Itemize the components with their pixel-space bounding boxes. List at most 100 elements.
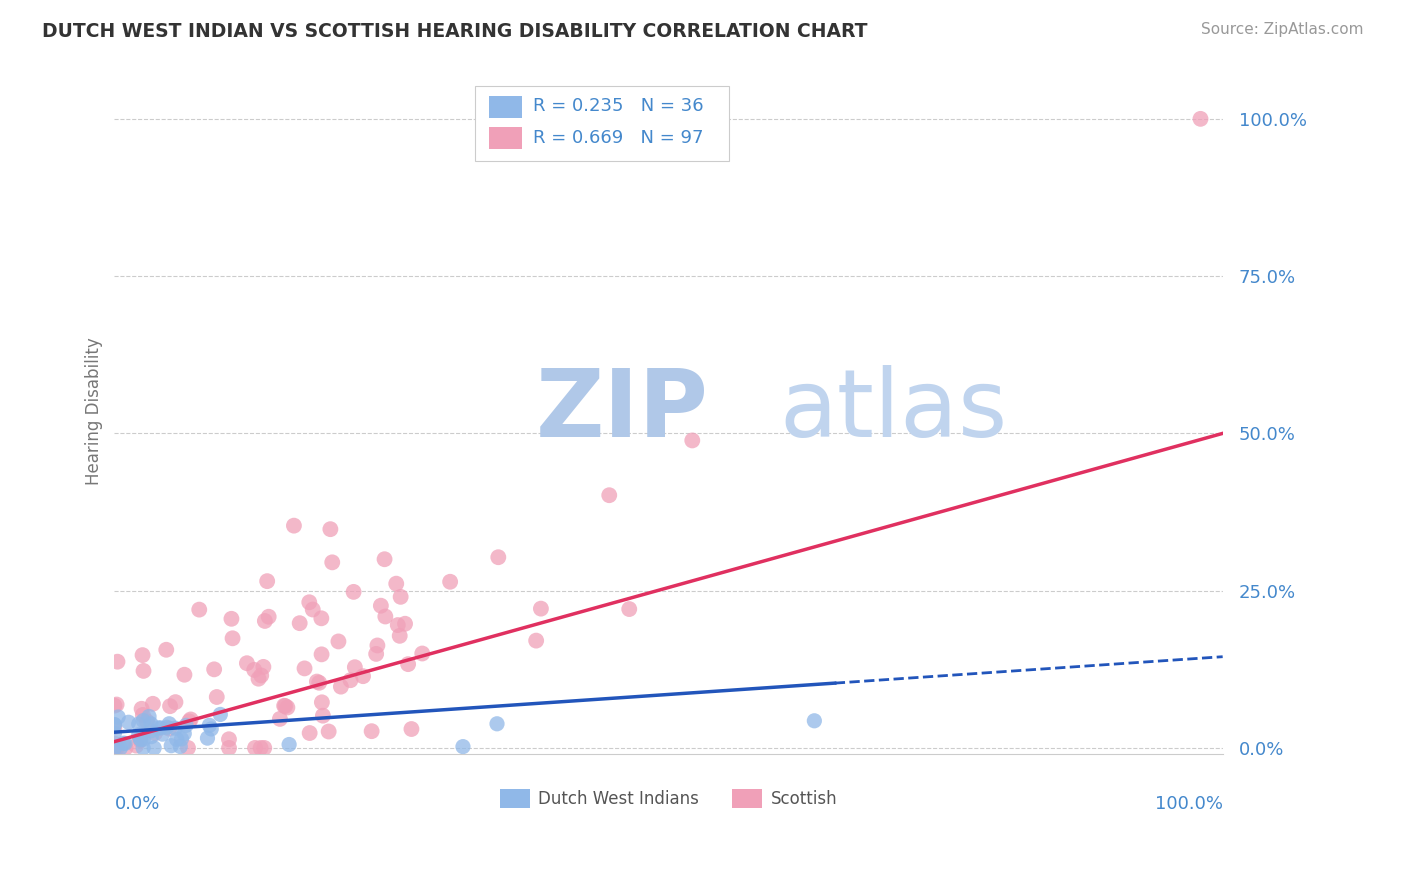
Point	[681, 434, 703, 448]
Point	[165, 721, 187, 735]
Point	[619, 602, 641, 616]
Point	[396, 657, 419, 672]
Point	[103, 740, 125, 755]
Point	[132, 740, 155, 755]
Point	[274, 699, 297, 714]
Point	[485, 716, 508, 731]
Point	[321, 555, 343, 569]
Point	[139, 723, 162, 738]
Legend: Dutch West Indians, Scottish: Dutch West Indians, Scottish	[494, 782, 844, 814]
Point	[276, 700, 298, 714]
Point	[129, 732, 152, 747]
Point	[173, 667, 195, 681]
Text: atlas: atlas	[779, 366, 1008, 458]
Text: 0.0%: 0.0%	[114, 796, 160, 814]
Point	[180, 713, 202, 727]
Point	[221, 632, 243, 646]
Point	[165, 695, 187, 709]
Point	[177, 740, 200, 755]
Point	[401, 722, 423, 736]
Point	[598, 488, 620, 502]
Point	[221, 612, 243, 626]
Point	[288, 616, 311, 631]
Point	[486, 550, 509, 565]
Point	[142, 697, 165, 711]
Point	[343, 660, 366, 674]
Point	[139, 716, 162, 731]
Point	[107, 710, 129, 724]
Text: ZIP: ZIP	[536, 366, 709, 458]
Point	[366, 647, 388, 661]
Point	[149, 721, 172, 735]
Point	[129, 733, 152, 747]
Point	[218, 740, 240, 755]
Point	[200, 722, 222, 736]
Point	[141, 730, 163, 744]
Point	[389, 590, 412, 604]
Point	[283, 518, 305, 533]
Point	[114, 736, 136, 750]
Point	[103, 740, 125, 755]
Point	[318, 724, 340, 739]
Point	[360, 724, 382, 739]
Point	[107, 655, 129, 669]
Point	[136, 714, 159, 729]
Point	[301, 602, 323, 616]
Point	[451, 739, 474, 754]
Point	[103, 739, 125, 754]
FancyBboxPatch shape	[489, 128, 522, 150]
Point	[366, 639, 388, 653]
Point	[374, 609, 396, 624]
Point	[117, 715, 139, 730]
Point	[132, 714, 155, 728]
Point	[159, 699, 181, 714]
Point	[387, 618, 409, 632]
Point	[112, 736, 135, 750]
Point	[103, 718, 125, 732]
Point	[312, 708, 335, 723]
Point	[132, 707, 155, 722]
Point	[311, 648, 333, 662]
Text: DUTCH WEST INDIAN VS SCOTTISH HEARING DISABILITY CORRELATION CHART: DUTCH WEST INDIAN VS SCOTTISH HEARING DI…	[42, 22, 868, 41]
Point	[103, 740, 125, 755]
FancyBboxPatch shape	[489, 96, 522, 118]
Point	[166, 732, 188, 747]
Point	[294, 661, 316, 675]
Point	[103, 740, 125, 755]
Point	[114, 740, 136, 755]
Point	[411, 647, 433, 661]
Point	[803, 714, 825, 728]
Point	[278, 738, 301, 752]
Point	[1189, 112, 1212, 126]
Point	[125, 739, 148, 753]
Point	[205, 690, 228, 704]
Point	[218, 732, 240, 747]
Point	[394, 616, 416, 631]
Point	[138, 709, 160, 723]
Point	[253, 614, 276, 628]
Point	[103, 740, 125, 755]
Point	[311, 611, 333, 625]
Point	[243, 663, 266, 677]
Point	[103, 740, 125, 755]
Point	[198, 718, 221, 732]
Point	[156, 720, 179, 734]
Point	[188, 602, 211, 616]
Point	[209, 707, 232, 722]
Point	[148, 721, 170, 735]
Point	[298, 595, 321, 609]
Point	[269, 712, 291, 726]
Point	[128, 728, 150, 742]
Point	[143, 726, 166, 740]
Point	[339, 673, 361, 688]
Point	[103, 740, 125, 755]
Point	[170, 731, 193, 746]
Point	[128, 717, 150, 731]
Point	[530, 601, 553, 615]
Point	[155, 642, 177, 657]
Y-axis label: Hearing Disability: Hearing Disability	[86, 337, 103, 485]
Point	[103, 720, 125, 734]
Point	[236, 657, 259, 671]
Point	[247, 672, 270, 686]
Point	[305, 674, 328, 689]
